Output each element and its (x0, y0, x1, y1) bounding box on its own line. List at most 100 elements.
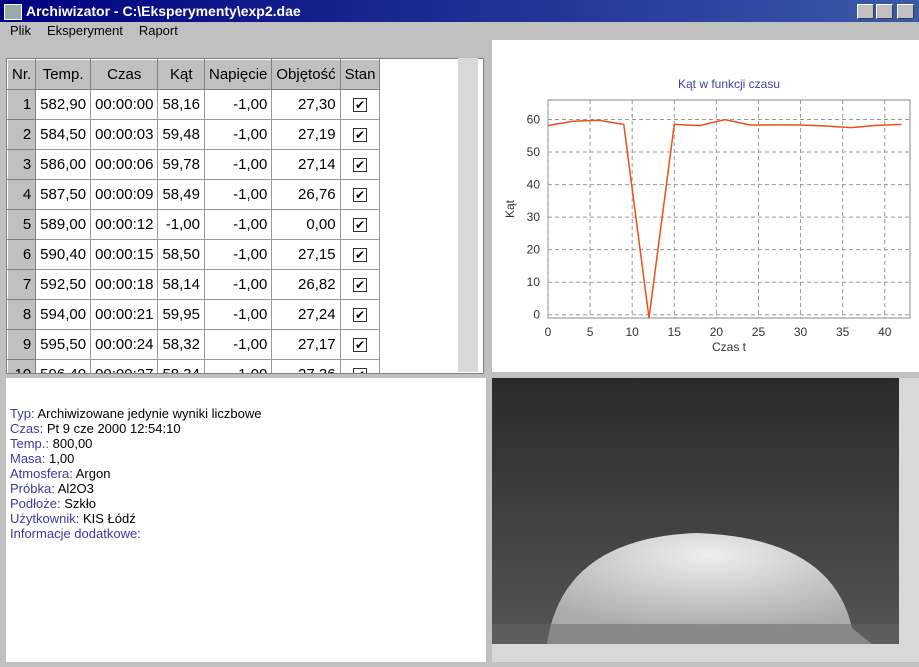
checkbox[interactable]: ✔ (353, 248, 367, 262)
row-number: 8 (7, 299, 37, 330)
close-button[interactable] (897, 4, 914, 19)
minimize-button[interactable] (857, 4, 874, 19)
table-cell: 27,14 (271, 149, 341, 180)
plot-area (547, 99, 911, 319)
table-cell: 590,40 (35, 239, 92, 270)
column-header: Kąt (157, 59, 205, 90)
table-cell: 27,36 (271, 359, 341, 373)
info-value: 800,00 (52, 436, 93, 451)
table-cell: -1,00 (203, 329, 273, 360)
table-row: 2 584,50 00:00:03 59,48 -1,00 27,19 ✔ (7, 119, 381, 150)
info-line: Temp.: 800,00 (10, 436, 92, 451)
table-cell: -1,00 (203, 179, 273, 210)
info-label: Typ: (10, 406, 35, 421)
x-tick-label: 20 (710, 325, 724, 339)
column-header: Stan (339, 59, 381, 90)
checkbox[interactable]: ✔ (353, 218, 367, 232)
x-axis-label: Czas t (712, 340, 747, 354)
table-row: 8 594,00 00:00:21 59,95 -1,00 27,24 ✔ (7, 299, 381, 330)
menu-item[interactable]: Plik (10, 23, 31, 38)
table-cell: -1,00 (203, 149, 273, 180)
droplet-image (492, 378, 919, 662)
row-number: 4 (7, 179, 37, 210)
column-header: Objętość (271, 59, 341, 90)
info-label: Czas: (10, 421, 44, 436)
info-line: Typ: Archiwizowane jedynie wyniki liczbo… (10, 406, 261, 421)
checkbox[interactable]: ✔ (353, 338, 367, 352)
chart: Kąt w funkcji czasu 0 10 20 30 40 50 60 0 5 10 15 20… (503, 77, 911, 354)
maximize-button[interactable] (876, 4, 893, 19)
row-number: 3 (7, 149, 37, 180)
info-line: Próbka: Al2O3 (10, 481, 94, 496)
checkbox[interactable]: ✔ (353, 308, 367, 322)
table-cell: 27,19 (271, 119, 341, 150)
table-row: 4 587,50 00:00:09 58,49 -1,00 26,76 ✔ (7, 179, 381, 210)
table-row: 9 595,50 00:00:24 58,32 -1,00 27,17 ✔ (7, 329, 381, 360)
info-line: Informacje dodatkowe: (10, 526, 141, 541)
table-cell: 00:00:00 (90, 89, 159, 120)
checkbox[interactable]: ✔ (353, 188, 367, 202)
row-number: 6 (7, 239, 37, 270)
menu-bar: Plik Eksperyment Raport (0, 22, 919, 40)
row-number: 1 (7, 89, 37, 120)
y-tick-label: 0 (533, 308, 540, 322)
table-cell: 0,00 (271, 209, 341, 240)
data-table-panel: Nr. Temp. Czas Kąt Napięcie Objętość Stan 1 582,… (6, 58, 484, 374)
stan-cell: ✔ (339, 329, 381, 360)
column-header: Nr. (7, 59, 37, 90)
table-cell: 596,40 (35, 359, 92, 373)
x-tick-label: 40 (878, 325, 892, 339)
table-cell: -1,00 (203, 299, 273, 330)
stan-cell: ✔ (339, 119, 381, 150)
scrollbar[interactable] (458, 58, 478, 372)
row-number: 10 (7, 359, 37, 373)
table-cell: 00:00:03 (90, 119, 159, 150)
table-cell: -1,00 (203, 119, 273, 150)
table-cell: 59,48 (157, 119, 205, 150)
menu-item[interactable]: Eksperyment (46, 23, 123, 38)
y-axis-label: Kąt (503, 199, 517, 218)
chart-title: Kąt w funkcji czasu (678, 77, 780, 91)
menu-item[interactable]: Raport (138, 23, 178, 38)
stan-cell: ✔ (339, 149, 381, 180)
info-label: Masa: (10, 451, 46, 466)
table-cell: 26,76 (271, 179, 341, 210)
table-cell: 58,50 (157, 239, 205, 270)
x-tick-label: 35 (836, 325, 850, 339)
table-cell: -1,00 (203, 359, 273, 373)
table-cell: 59,95 (157, 299, 205, 330)
table-cell: 584,50 (35, 119, 92, 150)
y-tick-label: 30 (527, 210, 541, 224)
x-tick-label: 5 (587, 325, 594, 339)
data-line (547, 118, 902, 319)
table-cell: -1,00 (203, 269, 273, 300)
y-tick-label: 60 (527, 113, 541, 127)
info-label: Podłoże: (10, 496, 61, 511)
table-row: 3 586,00 00:00:06 59,78 -1,00 27,14 ✔ (7, 149, 381, 180)
table-cell: -1,00 (203, 209, 273, 240)
table-cell: 589,00 (35, 209, 92, 240)
column-header: Napięcie (203, 59, 273, 90)
checkbox[interactable]: ✔ (353, 128, 367, 142)
info-value: Al2O3 (57, 481, 94, 496)
x-tick-label: 10 (626, 325, 640, 339)
checkbox[interactable]: ✔ (353, 158, 367, 172)
header-row: Nr. Temp. Czas Kąt Napięcie Objętość Stan (7, 59, 381, 90)
window-title: Archiwizator - C:\Eksperymenty\exp2.dae (26, 3, 301, 19)
checkbox[interactable]: ✔ (353, 368, 367, 373)
y-tick-label: 40 (527, 178, 541, 192)
table-cell: 27,15 (271, 239, 341, 270)
table-cell: 00:00:15 (90, 239, 159, 270)
table-cell: -1,00 (157, 209, 205, 240)
x-tick-label: 30 (794, 325, 808, 339)
table-cell: 58,16 (157, 89, 205, 120)
checkbox[interactable]: ✔ (353, 278, 367, 292)
table-cell: -1,00 (203, 89, 273, 120)
info-value: Pt 9 cze 2000 12:54:10 (46, 421, 181, 436)
table-cell: 587,50 (35, 179, 92, 210)
table-cell: 26,82 (271, 269, 341, 300)
table-row: 6 590,40 00:00:15 58,50 -1,00 27,15 ✔ (7, 239, 381, 270)
table-cell: 27,30 (271, 89, 341, 120)
checkbox[interactable]: ✔ (353, 98, 367, 112)
table-cell: 00:00:12 (90, 209, 159, 240)
